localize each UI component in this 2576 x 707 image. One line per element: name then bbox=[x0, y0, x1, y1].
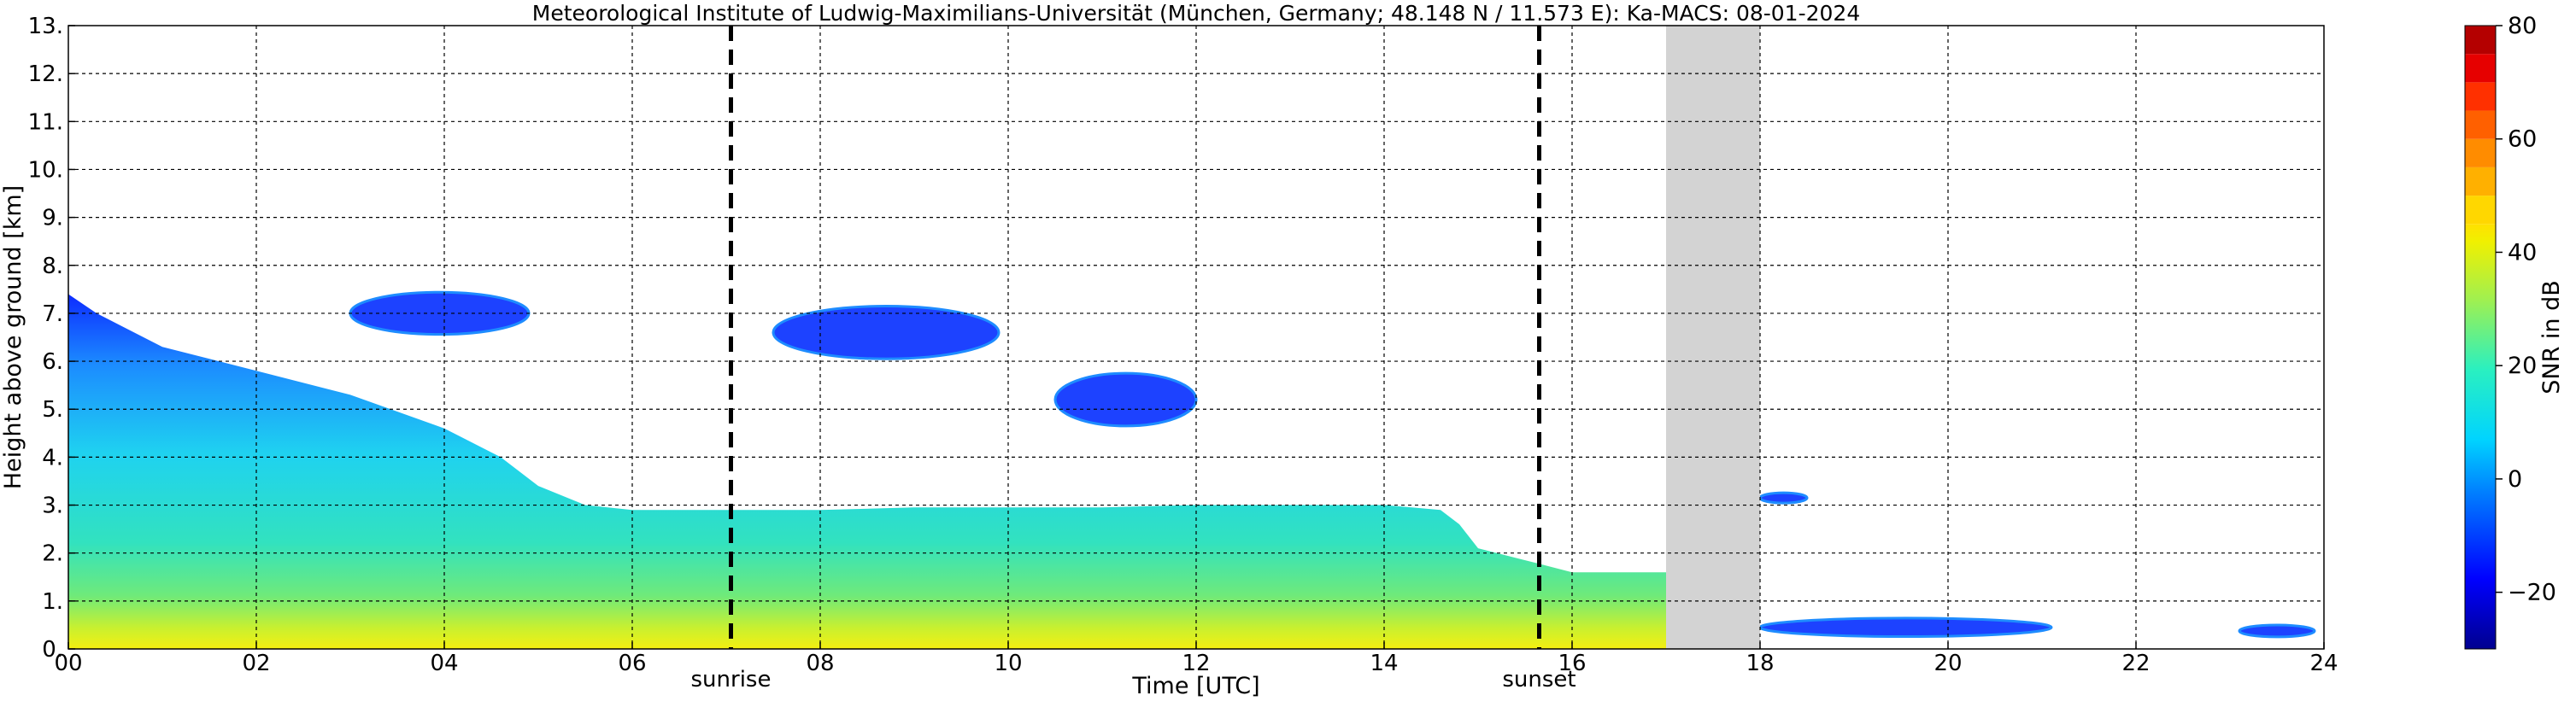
x-tick-label: 20 bbox=[1933, 651, 1962, 676]
colorbar-tick-label: 60 bbox=[2508, 126, 2537, 153]
y-tick-label: 9. bbox=[42, 206, 63, 231]
x-tick-label: 00 bbox=[54, 651, 82, 676]
colorbar-level-2 bbox=[2465, 138, 2496, 167]
x-tick-label: 24 bbox=[2309, 651, 2338, 676]
colorbar-level-0 bbox=[2465, 196, 2496, 225]
y-tick-label: 10. bbox=[28, 157, 63, 183]
y-tick-label: 7. bbox=[42, 301, 63, 327]
y-tick-label: 0. bbox=[42, 637, 63, 663]
y-tick-label: 2. bbox=[42, 541, 63, 567]
marker-label-sunset: sunset bbox=[1502, 667, 1576, 692]
plot-clip-group bbox=[68, 26, 2316, 649]
colorbar-tick-label: −20 bbox=[2508, 580, 2556, 606]
y-tick-label: 5. bbox=[42, 397, 63, 423]
chart-title: Meteorological Institute of Ludwig-Maxim… bbox=[532, 1, 1860, 26]
x-tick-label: 02 bbox=[242, 651, 270, 676]
x-tick-label: 22 bbox=[2121, 651, 2150, 676]
colorbar-tick-label: 80 bbox=[2508, 13, 2537, 39]
y-tick-label: 3. bbox=[42, 494, 63, 519]
colorbar-label: SNR in dB bbox=[2538, 280, 2565, 394]
colorbar-tick-label: 40 bbox=[2508, 239, 2537, 266]
y-tick-label: 12. bbox=[28, 61, 63, 87]
axes: sunrise sunset 00 02 04 06 08 10 12 14 16 18 20 22 24 0… bbox=[28, 14, 2338, 692]
colorbar-level-6 bbox=[2465, 26, 2496, 55]
x-axis-label: Time [UTC] bbox=[1131, 673, 1259, 699]
colorbar-tick-label: 20 bbox=[2508, 353, 2537, 379]
colorbar-level-4 bbox=[2465, 82, 2496, 111]
echo-region-0 bbox=[68, 294, 1666, 649]
colorbar-frame bbox=[2464, 25, 2497, 650]
colorbar-level-3 bbox=[2465, 110, 2496, 139]
colorbar-level-1 bbox=[2465, 167, 2496, 196]
colorbar-level-5 bbox=[2465, 54, 2496, 83]
y-tick-label: 4. bbox=[42, 445, 63, 470]
x-tick-label: 18 bbox=[1746, 651, 1774, 676]
y-axis-label: Height above ground [km] bbox=[0, 185, 26, 489]
x-tick-label: 16 bbox=[1558, 651, 1586, 676]
plot-area bbox=[68, 26, 2324, 649]
x-tick-label: 10 bbox=[994, 651, 1022, 676]
x-tick-label: 04 bbox=[430, 651, 458, 676]
y-tick-label: 11. bbox=[28, 109, 63, 135]
y-tick-label: 1. bbox=[42, 589, 63, 615]
no-data-band bbox=[1666, 26, 1760, 649]
x-tick-label: 12 bbox=[1182, 651, 1210, 676]
x-tick-label: 06 bbox=[618, 651, 646, 676]
echo-region-5 bbox=[1758, 616, 2053, 639]
x-tick-label: 14 bbox=[1370, 651, 1398, 676]
echo-region-2 bbox=[772, 305, 1000, 360]
marker-label-sunrise: sunrise bbox=[691, 667, 772, 692]
colorbar: 80 60 40 20 0 −20 bbox=[2464, 13, 2556, 650]
x-tick-label: 08 bbox=[806, 651, 834, 676]
echo-region-4 bbox=[1758, 491, 1809, 505]
echo-region-6 bbox=[2238, 623, 2316, 639]
y-tick-label: 6. bbox=[42, 349, 63, 375]
colorbar-tick-label: 0 bbox=[2508, 466, 2522, 493]
colorbar-gradient bbox=[2465, 224, 2496, 649]
y-tick-label: 13. bbox=[28, 14, 63, 39]
echo-region-3 bbox=[1053, 371, 1198, 428]
y-tick-label: 8. bbox=[42, 254, 63, 279]
